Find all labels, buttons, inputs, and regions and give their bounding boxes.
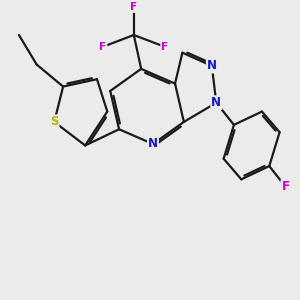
- Text: N: N: [207, 59, 217, 72]
- Text: N: N: [211, 96, 221, 109]
- Text: N: N: [148, 137, 158, 151]
- Text: F: F: [130, 2, 137, 12]
- Text: F: F: [161, 42, 168, 52]
- Text: S: S: [50, 116, 58, 128]
- Text: F: F: [99, 42, 106, 52]
- Text: F: F: [281, 180, 290, 193]
